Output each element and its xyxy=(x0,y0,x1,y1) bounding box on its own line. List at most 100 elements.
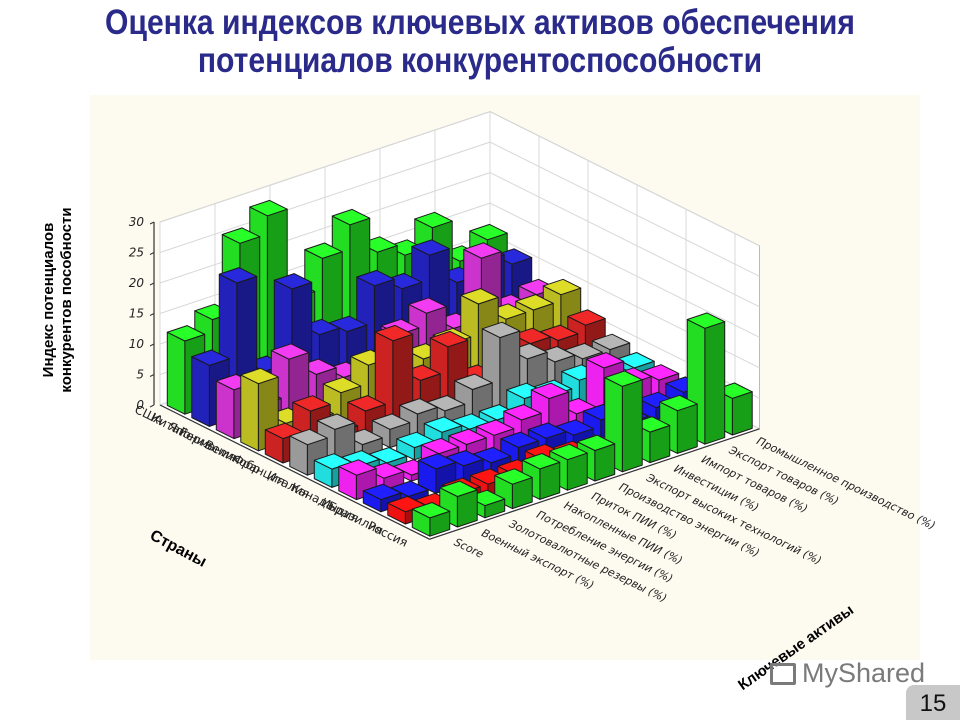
bar-top-face xyxy=(218,267,258,284)
title-line-1: Оценка индексов ключевых активов обеспеч… xyxy=(105,3,855,42)
bar-top-face xyxy=(426,394,466,412)
bars xyxy=(166,199,753,537)
bar-top-face xyxy=(469,223,508,241)
bar xyxy=(494,468,533,510)
bar-front-face xyxy=(166,331,186,415)
bar-top-face xyxy=(640,364,680,381)
bar xyxy=(475,419,515,455)
bar-top-face xyxy=(448,428,487,446)
bar-top-face xyxy=(411,239,450,256)
bar-top-face xyxy=(659,394,698,412)
bar-top-face xyxy=(445,449,484,467)
bar-top-face xyxy=(567,309,606,326)
y-tick-label: 15 xyxy=(129,307,144,321)
y-tick-label: 30 xyxy=(129,215,145,229)
bar-top-face xyxy=(368,446,408,464)
bar-top-face xyxy=(536,345,576,363)
bar-top-face xyxy=(371,413,411,430)
asset-label: Score xyxy=(452,536,486,561)
y-axis-label: Индекс потенциалов конкурентов пособност… xyxy=(40,207,75,393)
bar-top-face xyxy=(331,208,371,226)
bar-top-face xyxy=(356,269,395,287)
bar-top-face xyxy=(390,480,429,498)
bar-top-face xyxy=(166,325,206,342)
bar-top-face xyxy=(494,468,533,485)
bar-top-face xyxy=(549,443,588,461)
bar-top-face xyxy=(399,398,438,415)
bar-top-face xyxy=(414,211,453,229)
asset-label: Промышленное производство (%) xyxy=(754,434,937,532)
bar-front-face xyxy=(215,380,235,440)
bar-top-face xyxy=(576,434,616,452)
presentation-icon xyxy=(770,662,796,685)
bar-top-face xyxy=(328,315,368,333)
bar-top-face xyxy=(289,428,328,446)
y-tick-label: 5 xyxy=(136,368,144,382)
bar-top-face xyxy=(362,483,402,501)
bar-top-face xyxy=(585,352,625,369)
bar-top-face xyxy=(542,278,582,296)
bar-top-face xyxy=(429,330,469,348)
bar-side-face xyxy=(676,403,698,454)
bar-top-face xyxy=(472,446,512,464)
bar-top-face xyxy=(604,370,643,387)
y-tick-label: 10 xyxy=(129,337,145,351)
bar-top-face xyxy=(503,404,542,421)
bar-top-face xyxy=(408,297,447,314)
page-number: 15 xyxy=(906,685,960,720)
bar-top-face xyxy=(411,501,451,519)
bar-top-face xyxy=(564,342,603,360)
bar-top-face xyxy=(365,462,405,479)
bar-top-face xyxy=(481,321,521,339)
bar-top-face xyxy=(374,324,414,342)
bar-top-face xyxy=(493,248,533,265)
y-tick-label: 0 xyxy=(136,398,144,412)
bar-top-face xyxy=(347,395,386,412)
bar-top-face xyxy=(304,242,343,259)
title-line-2: потенциалов конкурентоспособности xyxy=(197,41,763,80)
bar-top-face xyxy=(686,312,726,329)
bar-top-face xyxy=(270,343,310,360)
bar-front-face xyxy=(191,356,210,427)
bar-top-face xyxy=(500,431,539,449)
bar-top-face xyxy=(423,416,463,433)
y-tick-label: 20 xyxy=(129,276,145,290)
bar-top-face xyxy=(463,242,502,259)
y-axis: 0 5 10 15 20 25 30 xyxy=(129,215,155,412)
bar-top-face xyxy=(530,382,570,400)
bar-top-face xyxy=(191,349,230,366)
bar-side-face xyxy=(731,391,753,436)
bar-top-face xyxy=(316,413,356,430)
floor-edges xyxy=(159,404,760,540)
bar-top-face xyxy=(454,373,493,391)
bar-top-face xyxy=(521,452,561,470)
bar-top-face xyxy=(512,327,551,345)
bar-side-face xyxy=(621,379,643,473)
bar-top-face xyxy=(417,453,457,470)
bar-top-face xyxy=(460,288,499,305)
watermark-text: MyShared xyxy=(802,658,926,688)
bar-top-face xyxy=(249,199,288,217)
bar-top-face xyxy=(383,272,423,290)
bar xyxy=(411,501,451,537)
bar-top-face xyxy=(475,419,515,436)
bar xyxy=(604,370,643,473)
bar-top-face xyxy=(273,273,313,290)
y-tick-label: 25 xyxy=(129,246,144,260)
bar-top-face xyxy=(292,395,331,412)
bar-top-face xyxy=(539,324,579,342)
bar-top-face xyxy=(240,367,279,385)
slide-title: Оценка индексов ключевых активов обеспеч… xyxy=(67,4,893,80)
bar-side-face xyxy=(704,321,726,445)
bar-top-face xyxy=(338,459,377,476)
bar-top-face xyxy=(515,294,554,311)
bar xyxy=(417,453,457,494)
bar-front-face xyxy=(240,374,259,452)
bar xyxy=(481,321,521,412)
bar-top-face xyxy=(616,351,655,369)
bar-top-face xyxy=(439,480,478,498)
bar-top-face xyxy=(591,333,631,351)
watermark: MyShared xyxy=(770,658,925,689)
bar-top-face xyxy=(555,419,594,436)
